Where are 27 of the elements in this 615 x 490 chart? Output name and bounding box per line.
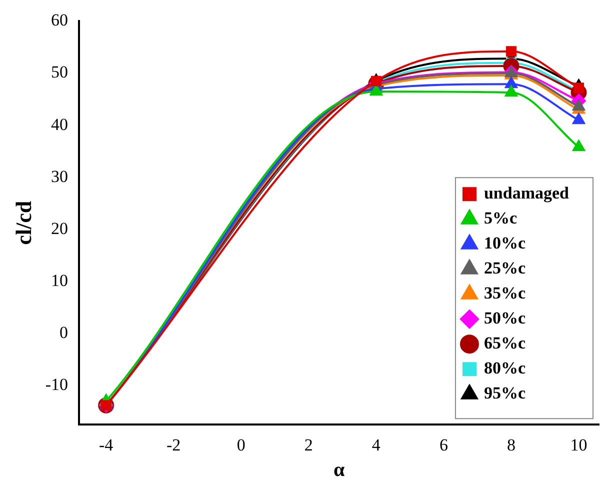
- legend-label: 10%c: [484, 233, 526, 252]
- legend-label: 25%c: [484, 258, 526, 278]
- y-tick-label: 20: [51, 218, 68, 238]
- x-tick-label: 10: [570, 435, 588, 454]
- x-axis-title: α: [333, 459, 345, 482]
- legend-label: 95%c: [484, 383, 526, 402]
- legend-label: 5%c: [484, 208, 518, 228]
- y-tick-label: 40: [51, 114, 68, 134]
- x-tick-label: -2: [166, 435, 181, 454]
- legend-label: 65%c: [484, 333, 526, 352]
- y-tick-label: 30: [51, 166, 68, 186]
- x-tick-label: 8: [506, 435, 516, 454]
- x-tick-label: 4: [372, 435, 381, 454]
- y-tick-label: -10: [45, 375, 68, 394]
- y-tick-label: 60: [51, 10, 68, 30]
- x-tick-label: 0: [236, 435, 246, 454]
- y-tick-label: 50: [51, 62, 68, 82]
- legend-label: 35%c: [484, 283, 526, 302]
- x-tick-label: 6: [439, 435, 448, 454]
- y-tick-label: 10: [51, 270, 68, 290]
- y-axis-title: cl/cd: [10, 200, 36, 245]
- legend-label: undamaged: [484, 183, 570, 202]
- legend-label: 80%c: [484, 358, 526, 378]
- x-tick-label: 2: [304, 435, 313, 454]
- legend-label: 50%c: [484, 308, 526, 328]
- y-tick-label: 0: [60, 322, 68, 342]
- x-tick-label: -4: [98, 435, 114, 454]
